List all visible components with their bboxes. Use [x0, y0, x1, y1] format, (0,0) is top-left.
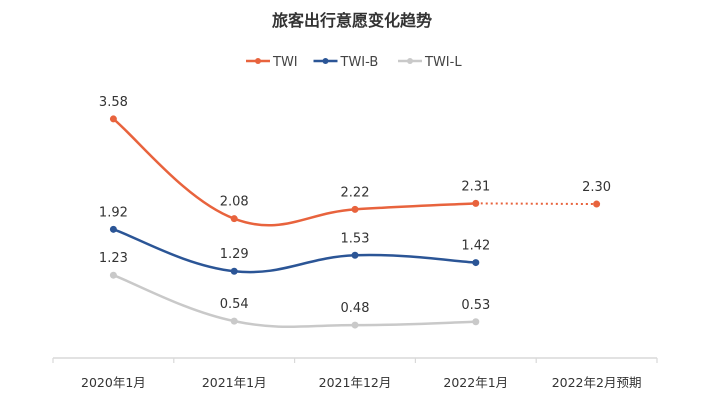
data-label: 1.23 — [99, 251, 128, 266]
series-twi-b: 1.92 1.29 1.53 1.42 — [99, 205, 490, 275]
x-axis: 2020年1月 2021年1月 2021年12月 2022年1月 2022年2月预期 — [52, 357, 658, 390]
series-twi: 3.58 2.08 2.22 2.31 2.30 — [99, 95, 611, 227]
data-label: 1.92 — [99, 205, 128, 220]
data-label: 2.22 — [341, 185, 370, 200]
data-label: 0.53 — [461, 298, 490, 313]
x-tick-label: 2021年12月 — [319, 375, 392, 390]
legend-item-twi[interactable]: TWI — [246, 55, 298, 70]
legend-label: TWI-B — [340, 55, 379, 70]
data-point — [230, 317, 238, 325]
series-group: 3.582.082.22 2.31 2.301.921.291.53 1.421.23… — [99, 95, 611, 329]
data-point — [351, 321, 359, 329]
data-label: 2.30 — [582, 180, 611, 195]
series-twi-l: 1.23 0.54 0.48 0.53 — [99, 251, 490, 329]
legend-marker — [322, 58, 329, 64]
chart-title: 旅客出行意愿变化趋势 — [272, 11, 432, 30]
data-point — [230, 267, 238, 275]
data-point — [351, 251, 359, 259]
legend-item-twi-l[interactable]: TWI-L — [398, 55, 462, 70]
x-tick-label: 2022年1月 — [443, 375, 508, 390]
legend: TWI TWI-B TWI-L — [246, 55, 462, 70]
data-point — [109, 271, 117, 279]
series-line — [112, 274, 476, 329]
x-tick-label: 2021年1月 — [202, 375, 267, 390]
legend-label: TWI-L — [424, 55, 462, 70]
data-point — [230, 215, 238, 223]
x-tick-label: 2020年1月 — [81, 375, 146, 390]
data-label: 1.29 — [220, 247, 249, 262]
data-point — [472, 318, 480, 326]
data-label: 1.53 — [341, 231, 370, 246]
forecast-line — [475, 202, 597, 206]
data-point — [472, 259, 480, 267]
data-label: 0.54 — [220, 297, 249, 312]
data-label: 2.08 — [220, 195, 249, 210]
data-point — [351, 205, 359, 213]
legend-item-twi-b[interactable]: TWI-B — [313, 55, 379, 70]
data-label: 2.31 — [461, 179, 490, 194]
data-label: 1.42 — [461, 239, 490, 254]
series-line — [112, 117, 476, 227]
data-label: 3.58 — [99, 95, 128, 110]
data-point — [109, 225, 117, 233]
x-tick-label: 2022年2月预期 — [552, 375, 642, 390]
data-point — [593, 200, 601, 208]
legend-label: TWI — [272, 55, 298, 70]
data-point — [109, 115, 117, 123]
data-point — [472, 199, 480, 207]
series-line — [112, 228, 476, 274]
legend-marker — [255, 58, 261, 64]
data-label: 0.48 — [341, 301, 370, 316]
legend-marker — [407, 58, 413, 64]
